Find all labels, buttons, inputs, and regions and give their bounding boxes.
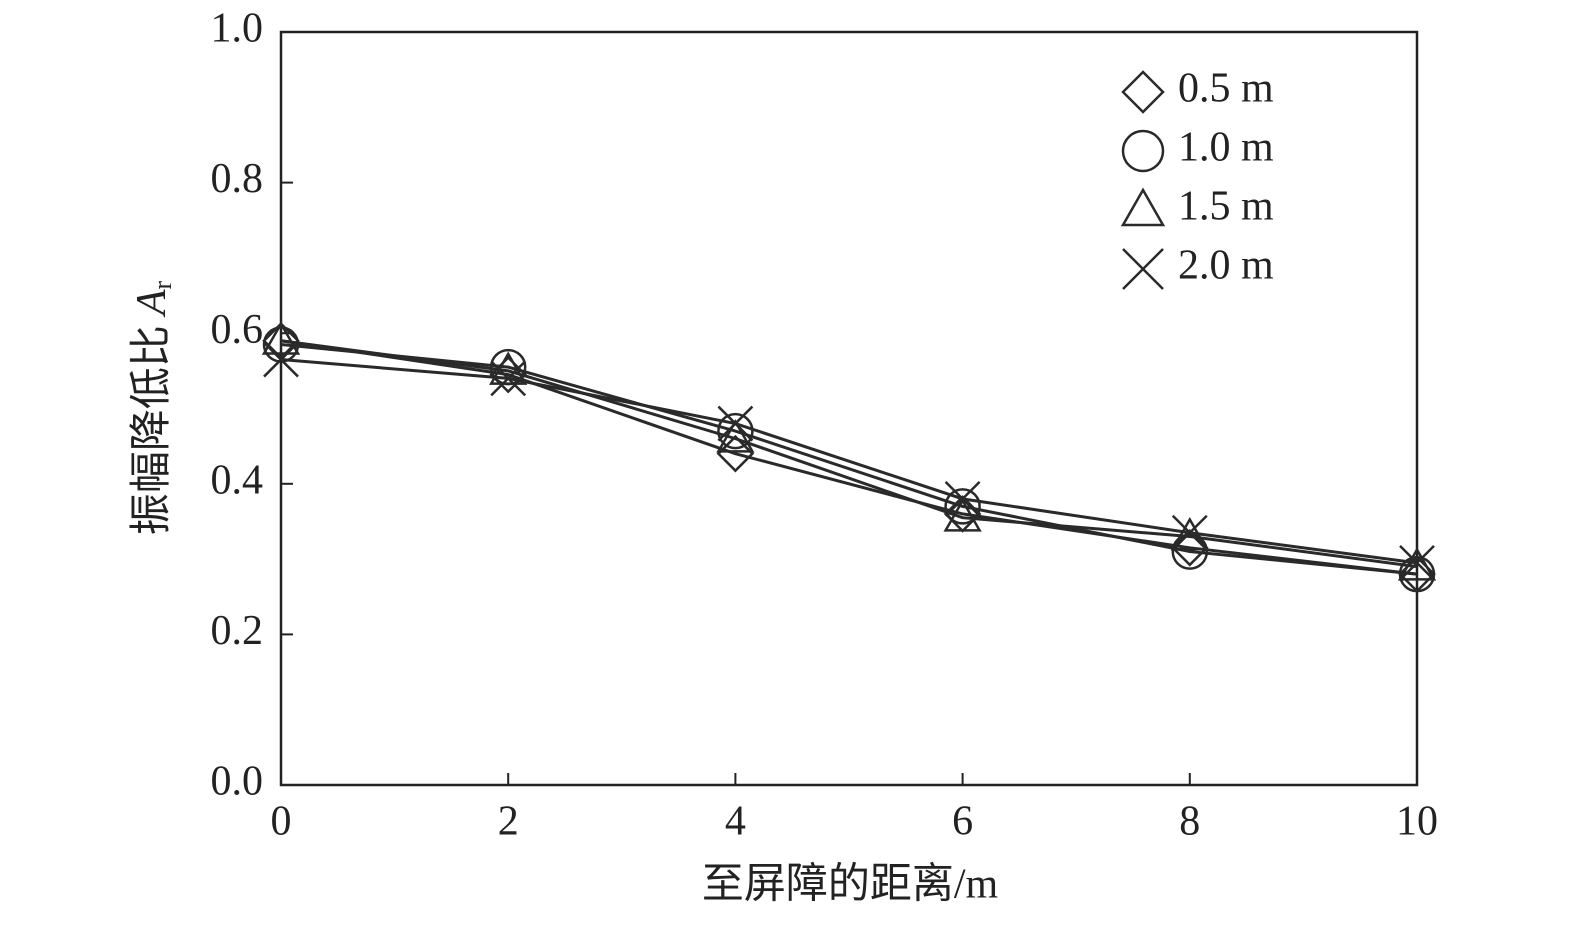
marker <box>944 480 981 517</box>
marker <box>1397 547 1437 581</box>
marker <box>262 321 300 360</box>
plot-frame <box>279 30 1419 787</box>
marker <box>1171 514 1208 551</box>
y-label-text: 振幅降低比 <box>129 325 175 535</box>
marker <box>943 498 982 532</box>
legend-label: 1.5 m <box>1178 184 1274 230</box>
y-axis-label: 振幅降低比 Ar <box>129 281 177 536</box>
x-tick-label: 6 <box>952 799 973 845</box>
y-tick-label: 0.2 <box>211 608 264 654</box>
y-tick-label: 0.8 <box>211 156 264 202</box>
legend-label: 0.5 m <box>1178 66 1274 112</box>
legend-label: 1.0 m <box>1178 125 1274 171</box>
legend-marker <box>1122 248 1164 290</box>
x-tick-label: 8 <box>1179 799 1200 845</box>
x-tick-label: 2 <box>498 799 519 845</box>
marker <box>263 341 299 378</box>
x-tick-label: 0 <box>271 799 292 845</box>
y-tick-label: 0.4 <box>211 457 264 503</box>
series-line <box>280 339 1418 576</box>
y-label-symbol: A <box>129 289 175 318</box>
series-line <box>280 343 1418 576</box>
series-line <box>280 358 1418 565</box>
legend-label: 2.0 m <box>1178 243 1274 289</box>
marker <box>490 360 527 397</box>
marker <box>944 488 981 525</box>
x-axis-label: 至屏障的距离/m <box>702 861 999 908</box>
marker <box>716 419 755 453</box>
marker <box>1399 544 1435 581</box>
y-tick-label: 1.0 <box>211 6 264 52</box>
marker <box>261 321 301 355</box>
y-label-subscript: r <box>148 281 177 290</box>
legend-marker <box>1121 129 1165 173</box>
marker <box>1171 529 1209 567</box>
x-tick-label: 10 <box>1396 799 1438 845</box>
marker <box>717 405 754 442</box>
marker <box>717 412 754 450</box>
legend-marker <box>1121 70 1165 114</box>
x-tick-label: 4 <box>725 799 746 845</box>
legend-marker <box>1120 187 1166 227</box>
marker <box>716 434 755 473</box>
series-line <box>280 339 1418 569</box>
marker <box>1398 555 1436 593</box>
marker <box>1171 533 1209 570</box>
y-tick-label: 0.0 <box>211 759 264 805</box>
y-tick-label: 0.6 <box>211 307 264 353</box>
